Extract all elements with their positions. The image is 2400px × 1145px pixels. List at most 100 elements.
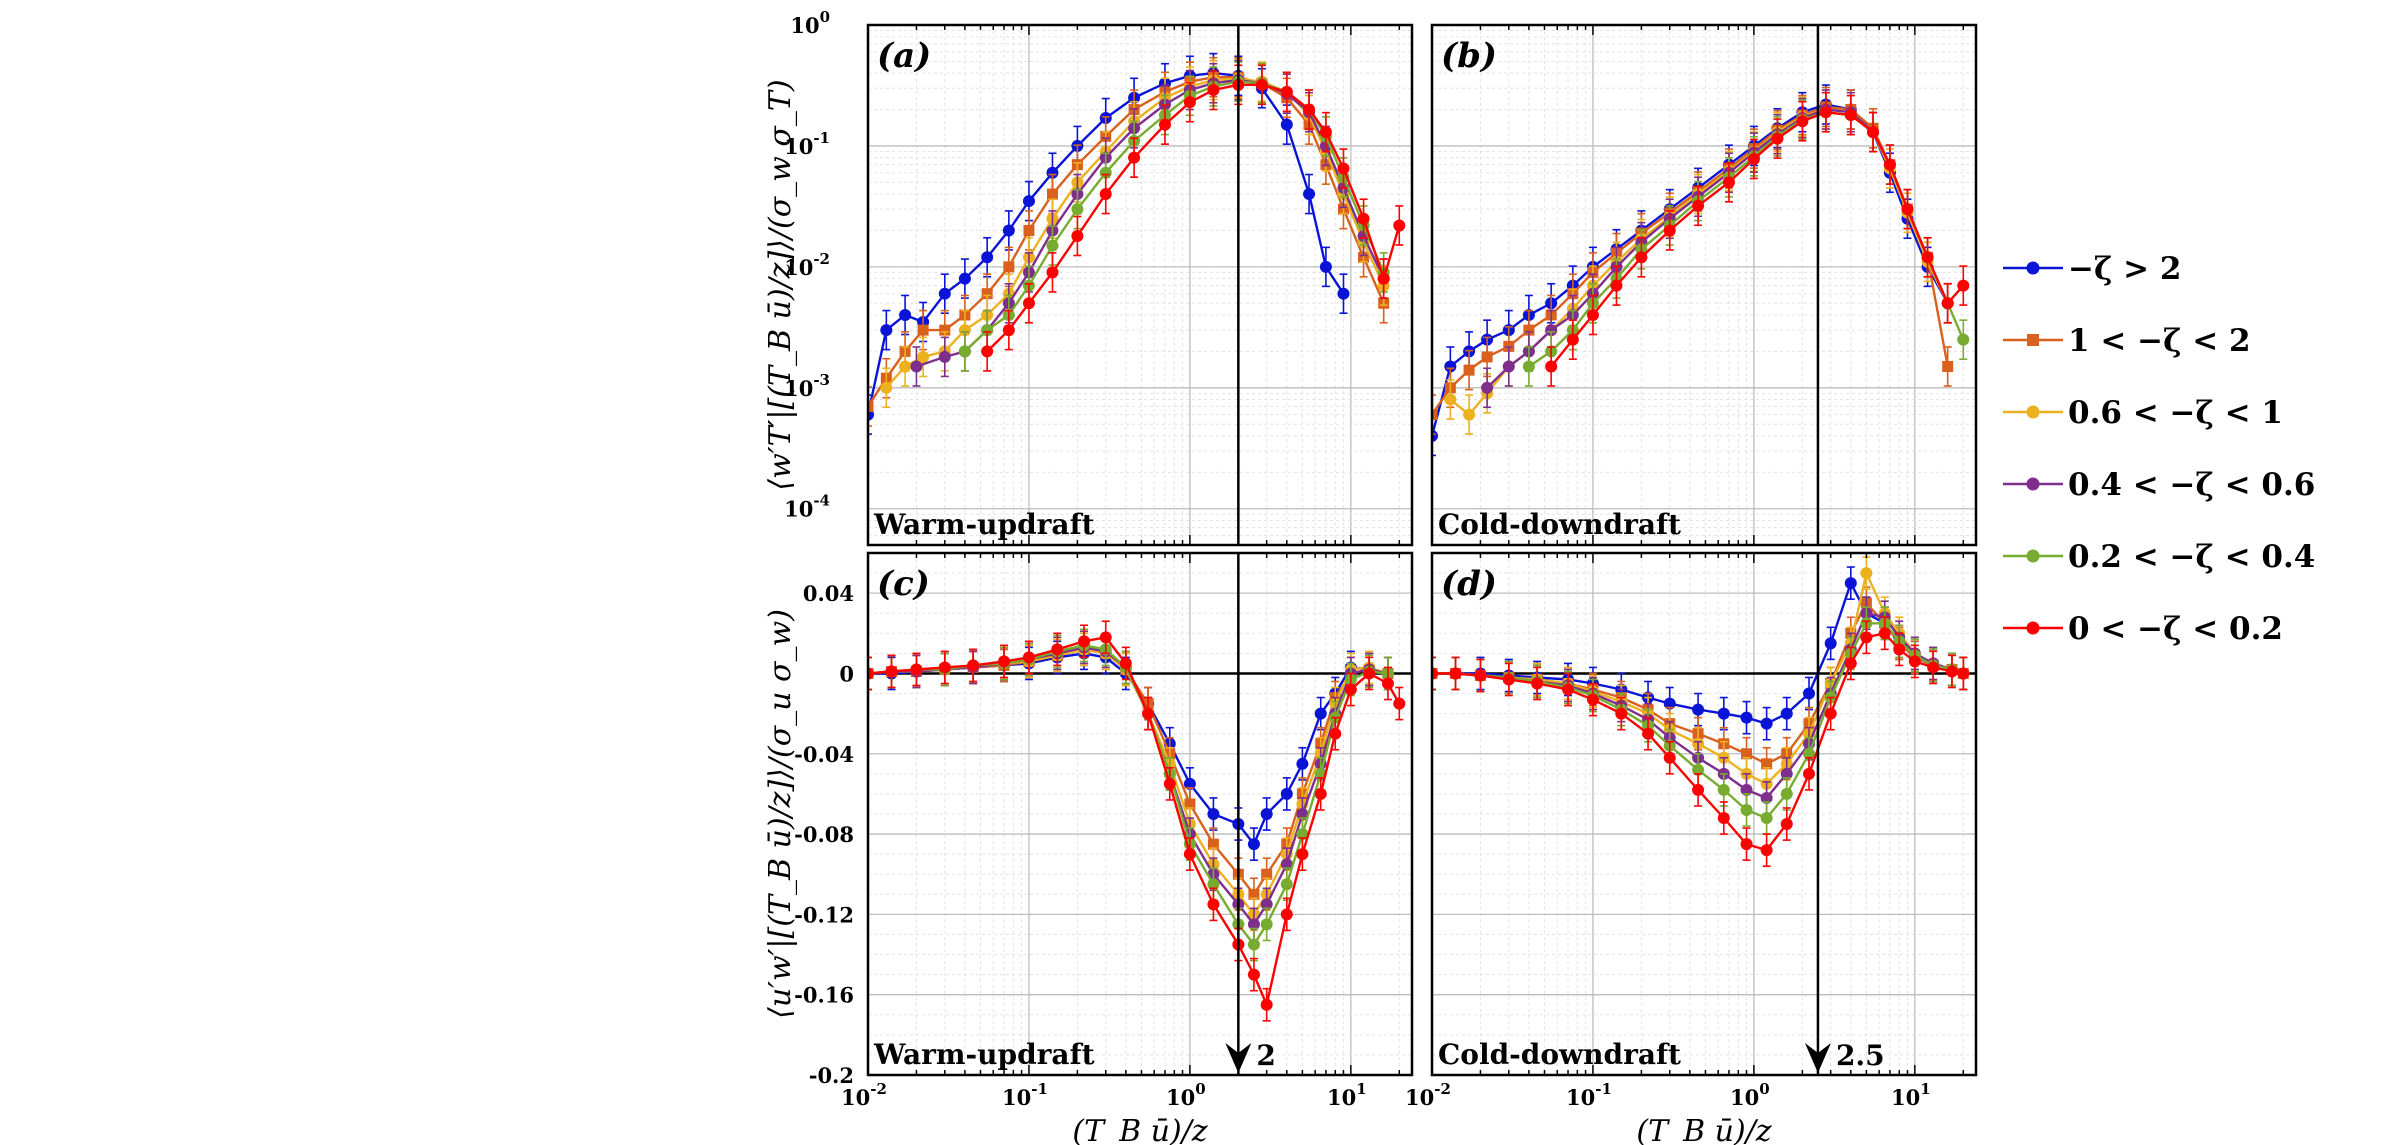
y-tick-label: 100 [790,8,830,38]
tick-base: 10 [784,255,813,280]
series-5 [1545,91,1970,387]
data-point [1046,239,1059,252]
data-point [1740,803,1753,816]
data-point [1740,783,1753,796]
data-point [1740,711,1753,724]
data-point [1824,707,1837,720]
data-point [1393,697,1406,710]
data-point [1824,637,1837,650]
data-point [1377,272,1390,285]
data-point [1927,661,1940,674]
data-point [1741,748,1753,760]
legend-label: 0.6 < −ζ < 1 [2068,395,2283,431]
data-point [1883,158,1896,171]
axes-frame [866,23,1414,547]
tick-exponent: -1 [1595,1080,1612,1098]
y-tick-label: 10-1 [784,129,830,159]
y-tick-label: -0.2 [809,1063,854,1088]
data-point [1071,203,1084,216]
data-point [1844,577,1857,590]
data-point [1003,261,1015,273]
y-tick-label: -0.08 [794,822,854,847]
axes-frame [866,551,1414,1077]
x-tick-label: 101 [1327,1080,1367,1110]
data-point [880,324,893,337]
y-tick-label: 0 [839,661,854,686]
y-tick-label: -0.12 [794,902,854,927]
data-point [958,324,971,337]
data-point [1248,888,1260,900]
tick-exponent: 0 [1759,1080,1769,1098]
data-point [1119,657,1132,670]
data-point [1314,707,1327,720]
data-point [1099,631,1112,644]
data-point [1642,727,1655,740]
data-point [1002,224,1015,237]
series-line [868,635,1401,1009]
data-point [1183,96,1196,109]
data-point [1280,858,1293,871]
arrow-head [1225,1043,1252,1073]
data-point [1760,791,1773,804]
legend-label: 0.2 < −ζ < 0.4 [2068,539,2315,575]
tick-base: 10 [790,13,819,38]
data-point [1796,115,1809,128]
data-point [1531,677,1544,690]
data-point [1051,643,1064,656]
data-point [1260,808,1273,820]
series-line [868,71,1345,415]
data-point [1337,287,1350,300]
data-point [1247,838,1260,851]
legend-marker [2026,621,2040,635]
tick-base: 10 [784,376,813,401]
data-point [1207,898,1220,911]
data-point [1381,677,1394,690]
data-point [1921,251,1934,264]
data-point [1280,85,1293,98]
data-point [1319,126,1332,139]
data-point [1957,279,1970,292]
tick-base: 10 [1891,1085,1920,1110]
data-point [1078,635,1091,648]
data-point [1803,687,1816,700]
data-point [1163,777,1176,790]
data-point [1780,707,1793,720]
series-4 [1522,91,1970,387]
data-point [899,360,912,373]
data-point [1692,783,1705,796]
tick-exponent: 1 [1920,1080,1930,1098]
grid [867,24,1412,545]
data-point [910,360,923,373]
tick-exponent: 0 [1195,1080,1205,1098]
data-point [1803,747,1816,760]
data-point [868,667,874,680]
legend-label: −ζ > 2 [2068,251,2181,287]
data-point [917,350,930,363]
axes-frame [1430,23,1978,547]
series-5 [1432,616,1970,868]
data-point [1319,260,1332,273]
data-point [1023,224,1035,236]
data-point [1481,351,1493,363]
data-point [1692,703,1705,716]
panel-annotation: Warm-updraft [873,1038,1095,1071]
data-point [1142,707,1155,720]
data-point [1449,667,1462,680]
legend-item: −ζ > 2 [2003,251,2181,287]
y-tick-label: 10-2 [784,250,830,280]
data-point [1296,828,1309,841]
data-point [1867,126,1880,139]
data-point [1296,757,1309,770]
tick-exponent: -2 [870,1080,887,1098]
data-point [1878,627,1891,640]
data-point [939,324,951,336]
data-point [1502,673,1515,686]
data-point [1481,381,1494,394]
data-point [1337,162,1350,175]
data-point [1260,898,1273,911]
series-group [868,52,1406,435]
data-point [1717,812,1730,825]
data-point [958,272,971,285]
series-5 [981,64,1406,372]
data-point [958,345,971,358]
